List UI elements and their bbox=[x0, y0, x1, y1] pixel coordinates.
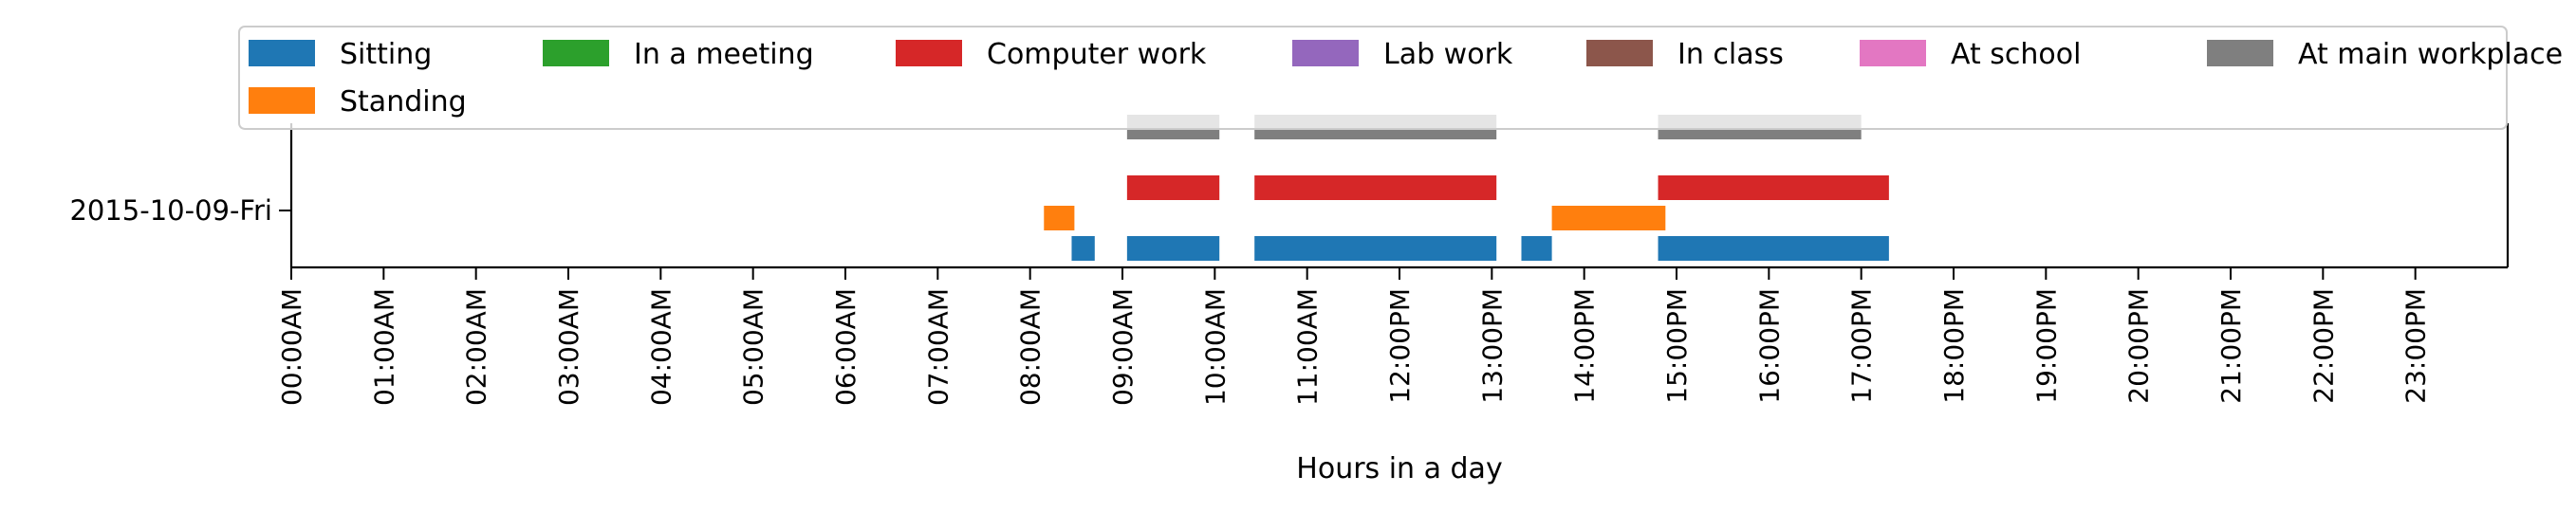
y-ticks: 2015-10-09-Fri bbox=[69, 194, 291, 227]
x-tick-label: 03:00AM bbox=[553, 288, 584, 406]
legend-label: At main workplace bbox=[2298, 38, 2563, 71]
x-tick-label: 09:00AM bbox=[1107, 288, 1139, 406]
legend-swatch bbox=[249, 40, 315, 66]
bar-computer-work-1 bbox=[1254, 175, 1497, 200]
x-tick-label: 12:00PM bbox=[1384, 288, 1416, 404]
x-ticks: 00:00AM 01:00AM 02:00AM 03:00AM 04:00AM 05:00… bbox=[276, 267, 2432, 406]
legend-swatch bbox=[543, 40, 609, 66]
bar-computer-work-0 bbox=[1126, 175, 1220, 200]
bar-sitting-3 bbox=[1521, 236, 1552, 261]
bar-sitting-2 bbox=[1254, 236, 1497, 261]
legend-swatch bbox=[896, 40, 962, 66]
legend-label: Lab work bbox=[1383, 38, 1513, 71]
legend-label: In class bbox=[1677, 38, 1784, 71]
y-tick-label: 2015-10-09-Fri bbox=[69, 194, 272, 227]
legend-swatch bbox=[1860, 40, 1926, 66]
x-tick-label: 21:00PM bbox=[2215, 288, 2247, 404]
x-tick-label: 04:00AM bbox=[645, 288, 676, 406]
legend-swatch bbox=[1586, 40, 1653, 66]
x-tick-label: 17:00PM bbox=[1846, 288, 1878, 404]
x-tick-label: 10:00AM bbox=[1199, 288, 1231, 406]
legend-label: Sitting bbox=[340, 38, 432, 71]
x-axis-label: Hours in a day bbox=[1296, 452, 1502, 485]
x-tick-label: 23:00PM bbox=[2400, 288, 2432, 404]
x-tick-label: 18:00PM bbox=[1938, 288, 1970, 404]
legend-label: Computer work bbox=[987, 38, 1207, 71]
x-tick-label: 07:00AM bbox=[922, 288, 954, 406]
bar-computer-work-2 bbox=[1658, 175, 1889, 200]
legend-swatch bbox=[2207, 40, 2273, 66]
legend-swatch bbox=[249, 87, 315, 114]
bars-layer bbox=[1044, 115, 1889, 261]
bar-sitting-0 bbox=[1071, 236, 1095, 261]
legend-label: At school bbox=[1951, 38, 2081, 71]
bar-sitting-1 bbox=[1126, 236, 1220, 261]
x-tick-label: 19:00PM bbox=[2030, 288, 2062, 404]
x-tick-label: 06:00AM bbox=[830, 288, 862, 406]
legend-label: Standing bbox=[340, 85, 467, 119]
x-tick-label: 08:00AM bbox=[1015, 288, 1047, 406]
x-tick-label: 11:00AM bbox=[1292, 288, 1324, 406]
x-tick-label: 14:00PM bbox=[1569, 288, 1601, 404]
bar-standing-1 bbox=[1551, 206, 1666, 230]
x-tick-label: 20:00PM bbox=[2123, 288, 2155, 404]
legend: Sitting In a meeting Computer work Lab work… bbox=[238, 26, 2563, 130]
x-tick-label: 13:00PM bbox=[1476, 288, 1508, 404]
x-tick-label: 02:00AM bbox=[461, 288, 492, 406]
x-tick-label: 16:00PM bbox=[1753, 288, 1785, 404]
x-tick-label: 00:00AM bbox=[276, 288, 307, 406]
x-tick-label: 22:00PM bbox=[2307, 288, 2339, 404]
bar-standing-0 bbox=[1044, 206, 1075, 230]
legend-label: In a meeting bbox=[634, 38, 814, 71]
x-tick-label: 15:00PM bbox=[1661, 288, 1693, 404]
bar-sitting-4 bbox=[1658, 236, 1889, 261]
legend-swatch bbox=[1292, 40, 1359, 66]
x-tick-label: 05:00AM bbox=[738, 288, 769, 406]
legend-frame bbox=[238, 26, 2508, 130]
x-tick-label: 01:00AM bbox=[368, 288, 399, 406]
